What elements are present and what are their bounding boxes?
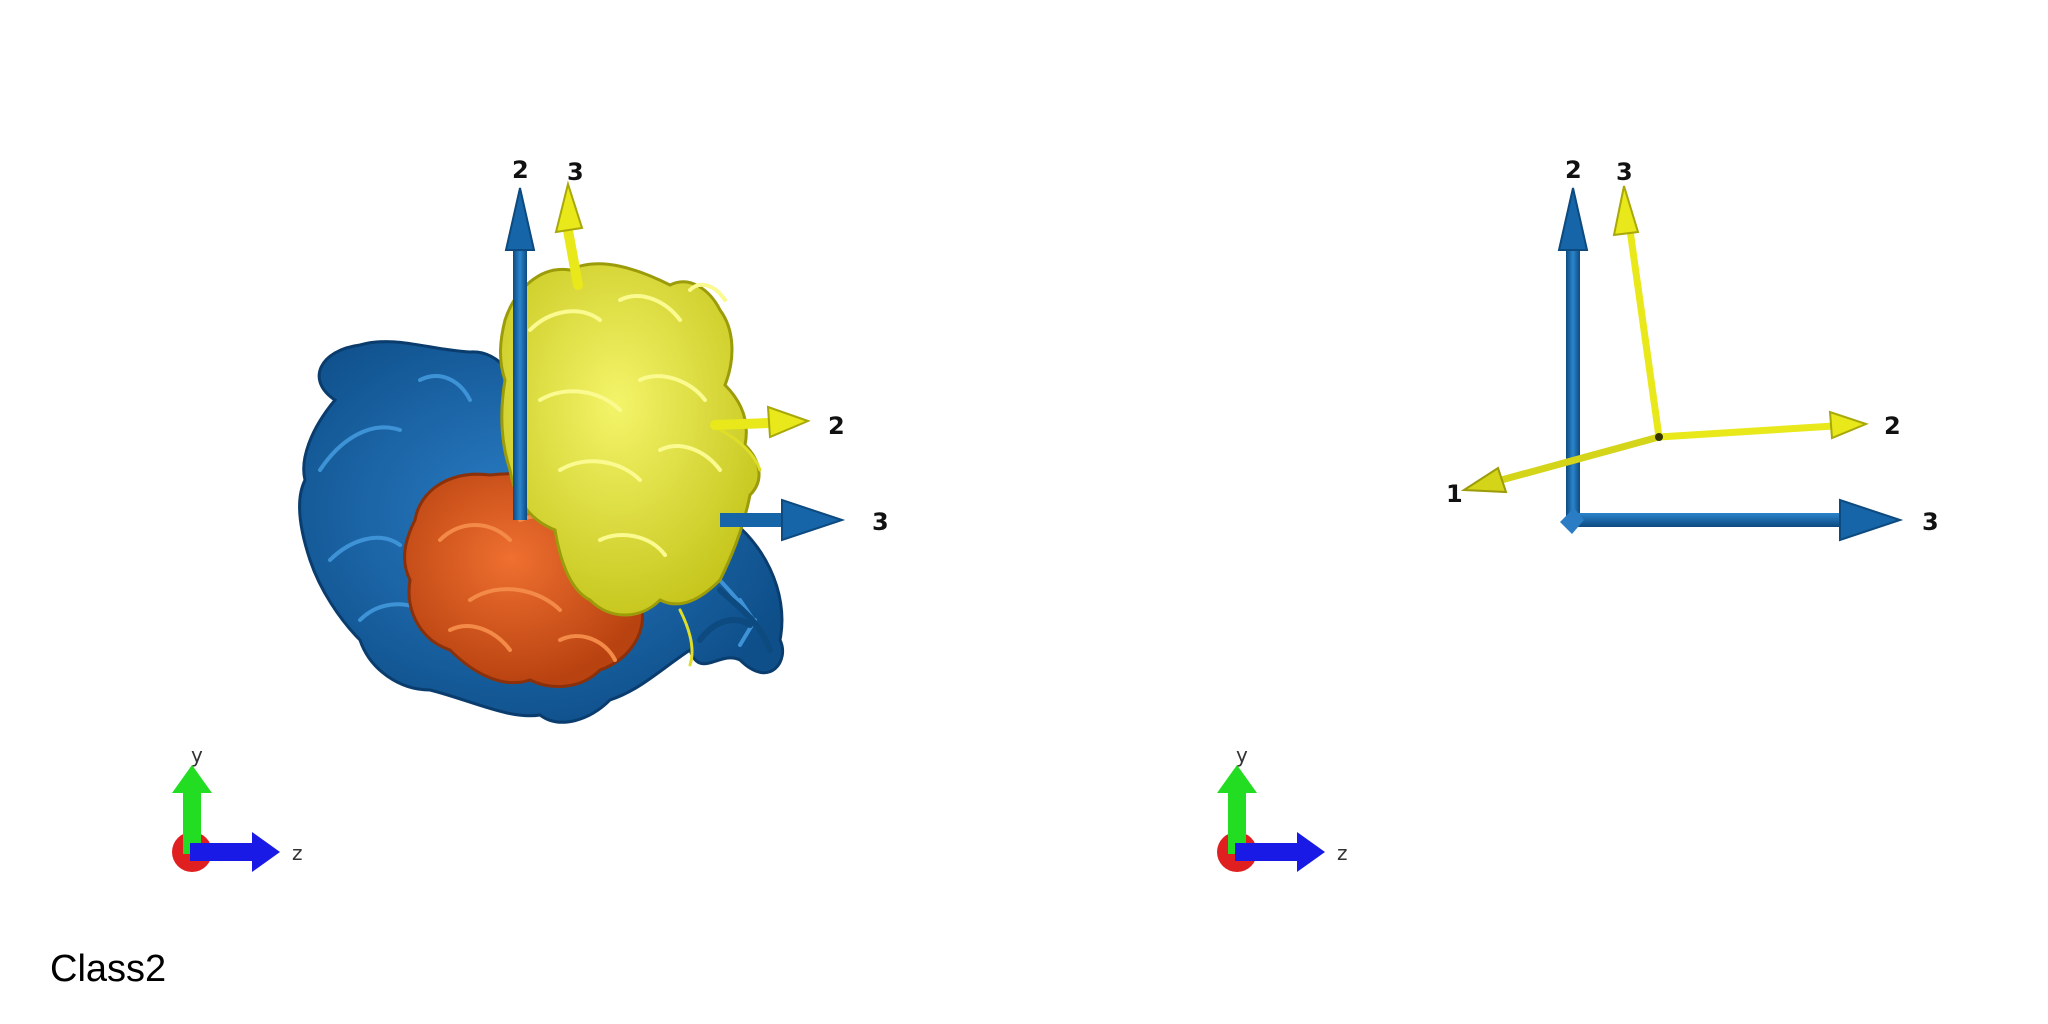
blue-axis-2-arrowhead (1557, 187, 1589, 251)
yellow-axis-1-label: 1 (1446, 480, 1463, 508)
yellow-axis-2-label: 2 (1884, 412, 1901, 440)
left-blue-axes (504, 187, 846, 542)
yellow-axis-3-arrowhead (554, 180, 584, 234)
blue-axis-2-label: 2 (1565, 156, 1582, 184)
z-axis-shaft (1235, 843, 1303, 861)
blue-axis-2-shaft (1566, 240, 1580, 525)
class-caption: Class2 (50, 948, 167, 990)
blue-axis-2-arrowhead (504, 187, 536, 251)
yellow-axis-3-shaft (1626, 226, 1663, 441)
yellow-axis-2-arrowhead (766, 405, 811, 439)
z-axis-arrowhead (1297, 832, 1325, 872)
blue-axis-3-shaft (720, 513, 790, 527)
yellow-axis-3-arrowhead (1612, 185, 1640, 237)
yellow-axis-2-shaft (710, 418, 775, 430)
z-axis-label: z (1337, 841, 1348, 865)
left-structure-view: 2 3 2 3 y z (172, 156, 889, 872)
y-axis-arrowhead (172, 765, 212, 793)
y-axis-shaft (1228, 790, 1246, 854)
blue-axes-origin (1560, 508, 1584, 534)
yellow-axis-2-arrowhead (1828, 410, 1869, 440)
yellow-axis-3-label: 3 (1616, 158, 1633, 186)
y-axis-label: y (1236, 743, 1248, 767)
z-axis-label: z (292, 841, 303, 865)
blue-axis-3-label: 3 (872, 508, 889, 536)
blue-axis-3-arrowhead (781, 498, 846, 542)
right-panel: 2 3 2 1 3 y z (1024, 0, 2048, 1024)
y-axis-shaft (183, 790, 201, 854)
z-axis-arrowhead (252, 832, 280, 872)
yellow-axis-2-shaft (1655, 422, 1838, 441)
right-blue-axes (1557, 187, 1904, 542)
z-axis-shaft (190, 843, 258, 861)
right-yellow-axes (1460, 185, 1869, 494)
y-axis-label: y (191, 743, 203, 767)
yellow-axis-3-shaft (562, 220, 583, 290)
blue-axis-3-arrowhead (1839, 498, 1904, 542)
blue-axis-2-label: 2 (512, 156, 529, 184)
yellow-axis-1-shaft (1490, 433, 1663, 486)
right-axes-view: 2 3 2 1 3 y z (1217, 156, 1939, 872)
left-yellow-axes (554, 180, 811, 439)
y-axis-arrowhead (1217, 765, 1257, 793)
left-panel: 2 3 2 3 y z (172, 156, 889, 872)
yellow-axis-2-label: 2 (828, 412, 845, 440)
blue-axis-3-label: 3 (1922, 508, 1939, 536)
right-orientation-triad: y z (1217, 743, 1348, 872)
left-orientation-triad: y z (172, 743, 303, 872)
blue-axis-2-shaft (513, 240, 527, 520)
yellow-axes-origin (1655, 433, 1663, 441)
blue-axis-3-shaft (1572, 513, 1872, 527)
yellow-axis-3-label: 3 (567, 158, 584, 186)
yellow-axis-1-arrowhead (1460, 466, 1508, 494)
